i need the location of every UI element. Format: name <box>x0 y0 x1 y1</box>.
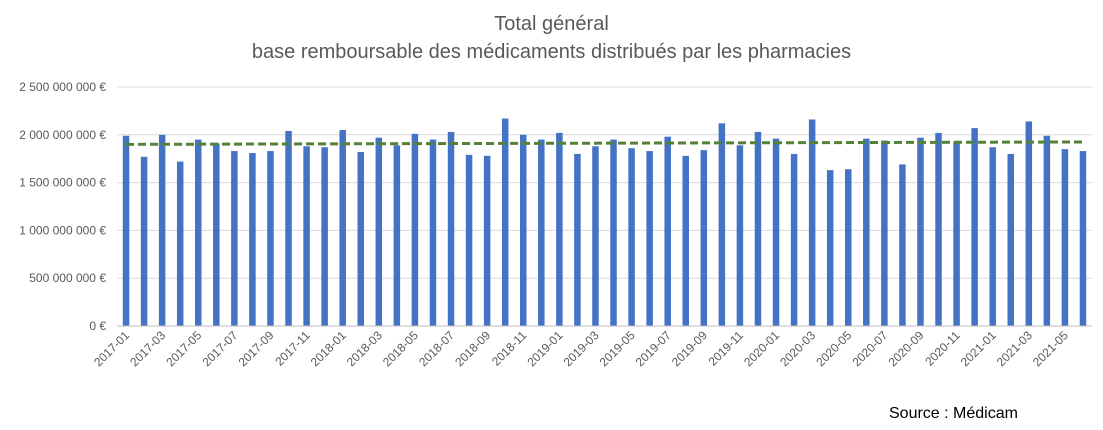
y-tick-label: 1 000 000 000 € <box>19 223 106 237</box>
y-tick-label: 500 000 000 € <box>29 271 106 285</box>
bar-2019-09 <box>700 150 708 326</box>
y-tick-label: 0 € <box>89 319 106 333</box>
bar-2021-01 <box>989 147 996 326</box>
x-tick-label: 2020-11 <box>922 328 963 369</box>
chart-title: Total général base remboursable des médi… <box>0 10 1103 66</box>
bar-2019-11 <box>736 145 744 326</box>
subtitle-line: base remboursable des médicaments distri… <box>251 41 852 63</box>
x-tick-label: 2018-05 <box>380 328 421 369</box>
bar-2018-09 <box>483 155 491 326</box>
x-tick-label: 2019-01 <box>524 328 565 369</box>
bar-2018-06 <box>429 139 437 326</box>
x-tick-label: 2019-05 <box>597 328 638 369</box>
x-tick-label: 2020-03 <box>777 328 818 369</box>
bars <box>122 118 1087 326</box>
bar-2017-11 <box>303 146 310 326</box>
x-tick-label: 2017-01 <box>91 328 132 369</box>
bar-2019-05 <box>628 148 635 326</box>
bar-2018-08 <box>465 154 473 326</box>
x-tick-label: 2017-11 <box>272 328 313 369</box>
x-tick-label: 2019-09 <box>669 328 710 369</box>
bar-2019-03 <box>592 146 599 326</box>
x-tick-label: 2018-01 <box>308 328 349 369</box>
source-note: Source : Médicam <box>889 405 1018 422</box>
x-axis: 2017-012017-032017-052017-072017-092017-… <box>91 325 1092 369</box>
bar-2019-01 <box>556 132 563 326</box>
x-tick-label: 2021-03 <box>994 328 1035 369</box>
bar-2020-02 <box>790 153 798 326</box>
bar-2019-08 <box>682 155 689 326</box>
bar-2019-07 <box>664 136 671 326</box>
x-tick-label: 2017-05 <box>163 328 204 369</box>
bar-2021-03 <box>1025 121 1033 326</box>
bar-2019-12 <box>754 131 762 326</box>
bar-2018-02 <box>357 152 364 326</box>
bar-2017-04 <box>176 161 184 326</box>
bar-2020-12 <box>971 128 978 326</box>
bar-2021-02 <box>1007 153 1014 326</box>
x-tick-label: 2017-07 <box>199 328 240 369</box>
bar-2018-12 <box>538 139 545 326</box>
bar-2020-09 <box>917 137 924 326</box>
title-line: Total général <box>494 13 609 35</box>
bar-2019-10 <box>718 123 726 326</box>
x-tick-label: 2017-09 <box>236 328 277 369</box>
x-tick-label: 2020-01 <box>741 328 782 369</box>
bar-2019-04 <box>610 139 617 326</box>
gridlines <box>117 86 1092 279</box>
bar-2020-11 <box>953 141 960 326</box>
x-tick-label: 2019-11 <box>706 328 747 369</box>
x-tick-label: 2019-07 <box>633 328 674 369</box>
bar-2017-02 <box>140 156 148 326</box>
bar-2018-07 <box>447 131 455 326</box>
x-tick-label: 2018-07 <box>416 328 457 369</box>
bar-2020-05 <box>845 169 852 326</box>
x-tick-label: 2018-03 <box>344 328 385 369</box>
x-tick-label: 2018-11 <box>489 328 530 369</box>
bar-2020-10 <box>935 132 942 326</box>
bar-2018-10 <box>501 118 509 326</box>
bar-2021-05 <box>1061 149 1069 326</box>
bar-2020-01 <box>772 138 780 326</box>
bar-2019-06 <box>646 151 653 326</box>
bar-2020-07 <box>881 140 888 326</box>
y-tick-label: 2 500 000 000 € <box>19 80 106 94</box>
x-tick-label: 2020-09 <box>886 328 927 369</box>
x-tick-label: 2018-09 <box>452 328 493 369</box>
bar-2020-03 <box>808 119 816 326</box>
bar-2017-12 <box>321 147 328 326</box>
bar-2017-06 <box>213 143 220 326</box>
bar-2020-04 <box>826 170 834 326</box>
x-tick-label: 2019-03 <box>561 328 602 369</box>
bar-2018-11 <box>520 134 527 326</box>
bar-2017-10 <box>285 130 292 326</box>
x-tick-label: 2020-05 <box>813 328 854 369</box>
y-tick-label: 2 000 000 000 € <box>19 128 106 142</box>
bar-2017-03 <box>158 134 166 326</box>
bar-2017-08 <box>249 152 256 326</box>
bar-2018-03 <box>375 137 383 326</box>
trendline <box>126 140 1083 146</box>
x-tick-label: 2021-01 <box>958 328 999 369</box>
bar-2020-06 <box>863 138 870 326</box>
bar-2020-08 <box>899 164 906 326</box>
bar-2018-04 <box>393 145 401 326</box>
bar-2018-01 <box>339 130 346 326</box>
x-tick-label: 2021-05 <box>1030 328 1071 369</box>
y-tick-label: 1 500 000 000 € <box>19 176 106 190</box>
bar-2021-04 <box>1043 135 1051 326</box>
bar-2019-02 <box>574 153 581 326</box>
bar-2021-06 <box>1079 151 1087 326</box>
bar-2017-09 <box>267 151 274 326</box>
bar-2017-01 <box>122 135 130 326</box>
y-axis: 0 € 500 000 000 € 1 000 000 000 € 1 500 000… <box>19 80 106 333</box>
bar-2018-05 <box>411 133 419 326</box>
x-tick-label: 2017-03 <box>127 328 168 369</box>
x-tick-label: 2020-07 <box>849 328 890 369</box>
bar-2017-07 <box>231 151 238 326</box>
trendline-layer <box>126 140 1083 146</box>
bar-2017-05 <box>195 139 202 326</box>
